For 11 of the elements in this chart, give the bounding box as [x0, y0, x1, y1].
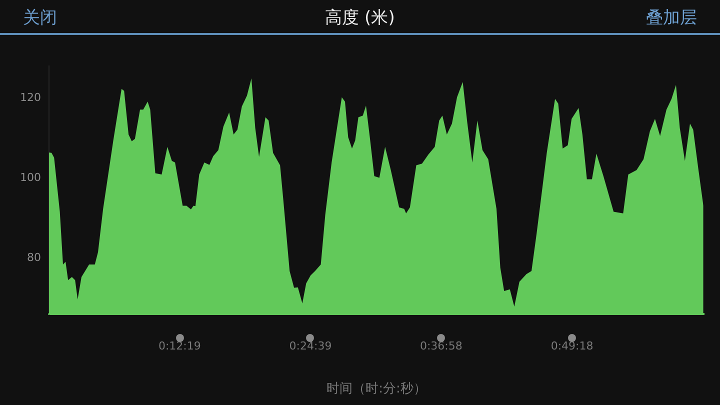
x-axis-title: 时间（时:分:秒） [326, 382, 426, 397]
x-tick-label: 0:12:19 [158, 340, 201, 353]
y-tick-label: 100 [20, 170, 41, 184]
x-tick-label: 0:36:58 [420, 340, 462, 353]
x-tick-label: 0:49:18 [550, 340, 594, 353]
chart-title: 高度 (米) [325, 8, 395, 28]
x-tick-label: 0:24:39 [289, 340, 332, 353]
y-tick-label: 120 [20, 90, 41, 104]
text: 叠加层 [646, 7, 697, 29]
y-tick-label: 80 [27, 251, 41, 264]
text: 关闭 [23, 7, 57, 29]
